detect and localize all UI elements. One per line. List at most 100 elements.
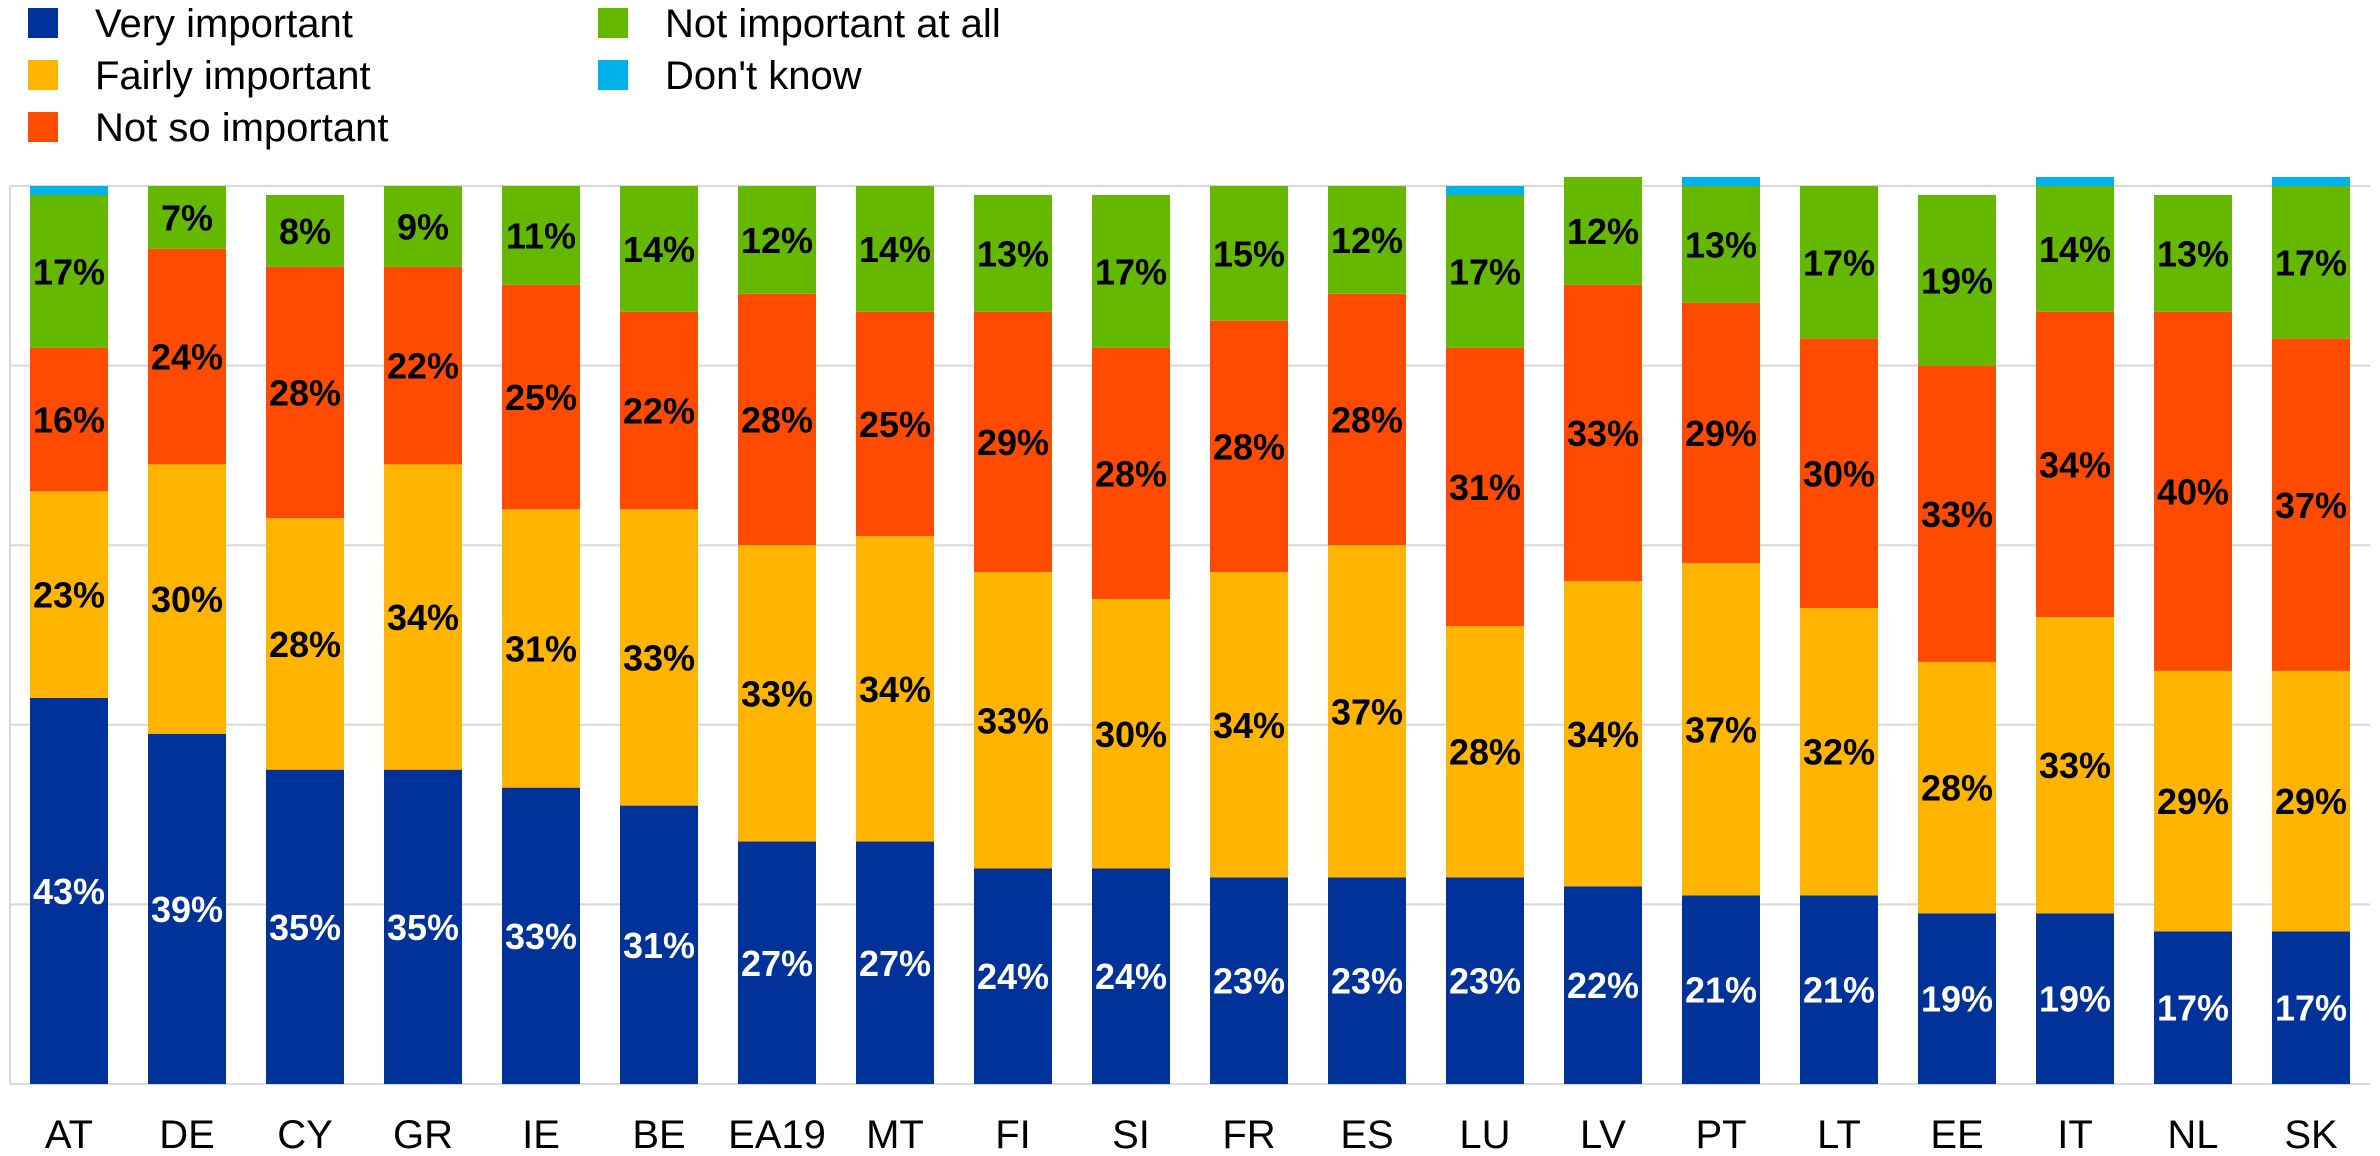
data-label-mt-fairly-important: 34% bbox=[859, 669, 931, 710]
legend-swatch-not-so-important bbox=[28, 112, 58, 142]
bar-ea19-fairly-important bbox=[738, 545, 816, 842]
bar-ie-fairly-important bbox=[502, 509, 580, 788]
bar-de-very-important bbox=[148, 733, 226, 1084]
x-tick-mt: MT bbox=[866, 1113, 924, 1156]
data-label-at-fairly-important: 23% bbox=[33, 575, 105, 616]
chart-bars bbox=[30, 177, 2350, 1084]
bar-ie-very-important bbox=[502, 787, 580, 1084]
data-label-gr-very-important: 35% bbox=[387, 907, 459, 948]
bar-nl-fairly-important bbox=[2154, 670, 2232, 932]
data-label-at-not-important-at-all: 17% bbox=[33, 251, 105, 292]
bar-it-very-important bbox=[2036, 913, 2114, 1084]
data-label-fi-not-so-important: 29% bbox=[977, 422, 1049, 463]
bar-ee-not-so-important bbox=[1918, 365, 1996, 662]
data-label-si-not-so-important: 28% bbox=[1095, 453, 1167, 494]
bar-lu-don-t-know bbox=[1446, 186, 1524, 195]
bar-lt-not-important-at-all bbox=[1800, 186, 1878, 339]
data-label-ie-very-important: 33% bbox=[505, 916, 577, 957]
data-label-nl-not-important-at-all: 13% bbox=[2157, 233, 2229, 274]
data-label-be-not-so-important: 22% bbox=[623, 391, 695, 432]
data-label-lu-not-important-at-all: 17% bbox=[1449, 251, 1521, 292]
data-label-fi-fairly-important: 33% bbox=[977, 700, 1049, 741]
bar-lv-not-so-important bbox=[1564, 284, 1642, 582]
bar-lv-fairly-important bbox=[1564, 581, 1642, 887]
bar-sk-not-so-important bbox=[2272, 338, 2350, 671]
data-label-ee-not-so-important: 33% bbox=[1921, 494, 1993, 535]
bar-gr-not-so-important bbox=[384, 266, 462, 465]
data-label-nl-very-important: 17% bbox=[2157, 988, 2229, 1029]
data-label-lv-not-so-important: 33% bbox=[1567, 413, 1639, 454]
bar-sk-fairly-important bbox=[2272, 670, 2350, 932]
data-label-ie-not-so-important: 25% bbox=[505, 377, 577, 418]
bar-at-not-so-important bbox=[30, 347, 108, 492]
legend-label-fairly-important: Fairly important bbox=[95, 54, 371, 98]
bar-cy-very-important bbox=[266, 769, 344, 1084]
bar-fr-not-important-at-all bbox=[1210, 186, 1288, 321]
bar-mt-very-important bbox=[856, 841, 934, 1084]
bar-ee-not-important-at-all bbox=[1918, 194, 1996, 366]
data-label-pt-very-important: 21% bbox=[1685, 970, 1757, 1011]
data-label-it-not-so-important: 34% bbox=[2039, 444, 2111, 485]
data-label-it-very-important: 19% bbox=[2039, 979, 2111, 1020]
bar-cy-not-so-important bbox=[266, 266, 344, 519]
bar-cy-fairly-important bbox=[266, 518, 344, 770]
bar-de-not-so-important bbox=[148, 248, 226, 465]
data-label-de-not-so-important: 24% bbox=[151, 337, 223, 378]
bar-fi-very-important bbox=[974, 868, 1052, 1084]
x-tick-fr: FR bbox=[1222, 1113, 1275, 1156]
bar-pt-fairly-important bbox=[1682, 563, 1760, 896]
data-label-mt-very-important: 27% bbox=[859, 943, 931, 984]
bar-lt-very-important bbox=[1800, 895, 1878, 1084]
bar-sk-don-t-know bbox=[2272, 177, 2350, 186]
bar-es-not-important-at-all bbox=[1328, 186, 1406, 294]
bar-ee-fairly-important bbox=[1918, 661, 1996, 914]
data-label-gr-not-important-at-all: 9% bbox=[397, 206, 449, 247]
bar-si-not-so-important bbox=[1092, 347, 1170, 600]
bar-mt-fairly-important bbox=[856, 536, 934, 842]
legend-swatch-don-t-know bbox=[598, 60, 628, 90]
data-label-be-not-important-at-all: 14% bbox=[623, 229, 695, 270]
bar-lt-fairly-important bbox=[1800, 608, 1878, 896]
legend-swatch-not-important-at-all bbox=[598, 8, 628, 38]
bar-be-very-important bbox=[620, 805, 698, 1084]
data-label-de-fairly-important: 30% bbox=[151, 579, 223, 620]
bar-es-fairly-important bbox=[1328, 545, 1406, 878]
data-label-lt-very-important: 21% bbox=[1803, 970, 1875, 1011]
data-label-cy-not-so-important: 28% bbox=[269, 373, 341, 414]
data-label-es-fairly-important: 37% bbox=[1331, 691, 1403, 732]
x-tick-gr: GR bbox=[393, 1113, 453, 1156]
x-tick-de: DE bbox=[159, 1113, 215, 1156]
bar-nl-not-so-important bbox=[2154, 311, 2232, 671]
data-label-ea19-fairly-important: 33% bbox=[741, 673, 813, 714]
bar-be-not-so-important bbox=[620, 311, 698, 510]
bar-at-fairly-important bbox=[30, 491, 108, 698]
legend-label-not-important-at-all: Not important at all bbox=[665, 2, 1001, 46]
data-label-mt-not-important-at-all: 14% bbox=[859, 229, 931, 270]
bar-ea19-not-so-important bbox=[738, 293, 816, 546]
bar-lu-very-important bbox=[1446, 877, 1524, 1084]
bar-at-not-important-at-all bbox=[30, 194, 108, 348]
bar-fi-fairly-important bbox=[974, 572, 1052, 869]
data-label-si-not-important-at-all: 17% bbox=[1095, 251, 1167, 292]
bar-pt-not-important-at-all bbox=[1682, 186, 1760, 303]
x-tick-lu: LU bbox=[1459, 1113, 1510, 1156]
bar-sk-not-important-at-all bbox=[2272, 186, 2350, 339]
bar-si-fairly-important bbox=[1092, 599, 1170, 869]
data-label-si-very-important: 24% bbox=[1095, 956, 1167, 997]
bar-mt-not-so-important bbox=[856, 311, 934, 537]
bar-at-don-t-know bbox=[30, 186, 108, 195]
data-label-si-fairly-important: 30% bbox=[1095, 714, 1167, 755]
data-label-lv-very-important: 22% bbox=[1567, 965, 1639, 1006]
data-label-fr-not-so-important: 28% bbox=[1213, 426, 1285, 467]
bar-nl-not-important-at-all bbox=[2154, 194, 2232, 312]
x-tick-at: AT bbox=[45, 1113, 93, 1156]
data-label-ee-very-important: 19% bbox=[1921, 979, 1993, 1020]
bar-gr-very-important bbox=[384, 769, 462, 1084]
data-label-fr-not-important-at-all: 15% bbox=[1213, 233, 1285, 274]
data-label-lv-fairly-important: 34% bbox=[1567, 714, 1639, 755]
bar-si-very-important bbox=[1092, 868, 1170, 1084]
x-tick-es: ES bbox=[1340, 1113, 1393, 1156]
bar-fi-not-so-important bbox=[974, 311, 1052, 573]
data-label-cy-very-important: 35% bbox=[269, 907, 341, 948]
